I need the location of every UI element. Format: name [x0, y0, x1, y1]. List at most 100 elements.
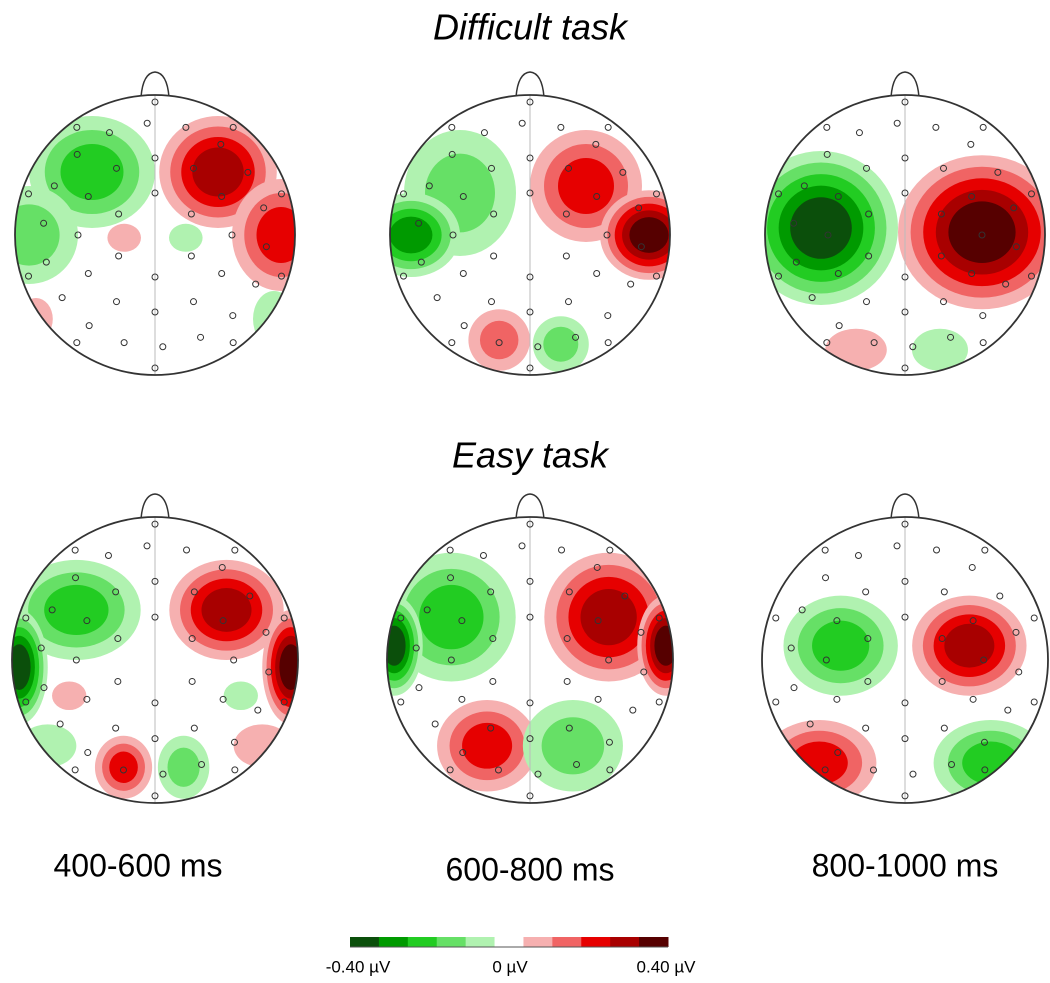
- electrode: [229, 339, 237, 347]
- electrode: [151, 613, 159, 621]
- electrode: [933, 546, 941, 554]
- electrode: [182, 123, 190, 131]
- contour: [167, 747, 200, 787]
- colorbar-swatch: [407, 937, 438, 947]
- contour: [19, 298, 53, 340]
- electrode: [629, 706, 637, 714]
- electrode: [652, 190, 660, 198]
- colorbar-swatch: [436, 937, 467, 947]
- electrode: [823, 123, 831, 131]
- electrode: [151, 308, 159, 316]
- contour: [279, 644, 298, 691]
- contour: [962, 741, 1020, 785]
- electrode: [42, 258, 50, 266]
- electrode: [901, 613, 909, 621]
- contour: [419, 584, 484, 650]
- electrode: [526, 577, 534, 585]
- electrode: [940, 298, 947, 306]
- electrode: [229, 123, 237, 131]
- electrode: [415, 684, 423, 692]
- electrode: [489, 635, 497, 643]
- electrode: [909, 343, 917, 351]
- electrode: [808, 294, 816, 302]
- electrode: [495, 339, 503, 347]
- electrode: [772, 698, 780, 706]
- contour: [15, 204, 60, 266]
- electrode: [459, 193, 467, 200]
- electrode: [228, 231, 236, 239]
- electrode: [798, 606, 806, 614]
- electrode: [1010, 204, 1018, 212]
- electrode: [996, 592, 1004, 600]
- electrode: [864, 635, 872, 643]
- electrode: [526, 273, 534, 281]
- electrode: [981, 546, 989, 554]
- electrode: [151, 735, 159, 743]
- electrode: [151, 364, 159, 372]
- electrode: [190, 298, 197, 306]
- electrode: [448, 339, 456, 347]
- electrode: [280, 698, 288, 706]
- electrode: [433, 294, 441, 302]
- electrode: [415, 219, 423, 227]
- electrode: [1002, 280, 1010, 288]
- electrode: [790, 219, 798, 227]
- electrode: [627, 280, 635, 288]
- electrode: [565, 298, 572, 306]
- electrode: [400, 272, 408, 280]
- electrode: [190, 588, 198, 596]
- electrode: [593, 563, 601, 571]
- electrode: [938, 635, 946, 643]
- electrode: [823, 339, 831, 347]
- electrode: [104, 551, 112, 559]
- electrode: [948, 761, 956, 769]
- time-label: 400-600 ms: [54, 847, 223, 883]
- electrode: [218, 193, 226, 200]
- electrode: [969, 617, 977, 625]
- electrode: [460, 322, 468, 330]
- electrode: [246, 592, 254, 600]
- electrode: [85, 322, 93, 330]
- electrode: [565, 724, 573, 732]
- electrode: [73, 123, 81, 131]
- electrode: [277, 272, 285, 280]
- electrode: [865, 252, 873, 260]
- colorbar-swatch: [552, 937, 582, 947]
- electrode: [489, 677, 497, 685]
- electrode: [606, 546, 614, 554]
- electrode: [980, 738, 988, 746]
- contour: [107, 223, 141, 252]
- electrode: [901, 520, 909, 528]
- electrode: [526, 364, 534, 372]
- contour: [790, 197, 852, 259]
- contour: [541, 717, 605, 775]
- electrode: [219, 695, 227, 703]
- contour: [60, 144, 124, 200]
- electrode: [854, 551, 862, 559]
- electrode: [994, 168, 1002, 176]
- electrode: [526, 735, 534, 743]
- electrode: [459, 270, 467, 277]
- electrode: [605, 738, 613, 746]
- electrode: [901, 154, 909, 162]
- electrode: [864, 677, 872, 685]
- electrode: [143, 119, 151, 127]
- electrode: [480, 129, 488, 137]
- contour: [825, 328, 887, 371]
- electrode: [937, 252, 945, 260]
- electrode: [863, 298, 870, 306]
- electrode: [901, 364, 909, 372]
- electrode: [775, 190, 783, 198]
- head-outline: [11, 516, 299, 804]
- electrode: [534, 343, 542, 351]
- electrode: [446, 546, 454, 554]
- electrode: [37, 644, 45, 652]
- electrode: [479, 551, 487, 559]
- potential-map: [387, 517, 673, 803]
- electrode: [562, 210, 570, 218]
- electrode: [490, 210, 498, 218]
- electrode: [901, 735, 909, 743]
- contour: [558, 158, 614, 214]
- electrode: [105, 129, 113, 137]
- electrode: [603, 231, 611, 239]
